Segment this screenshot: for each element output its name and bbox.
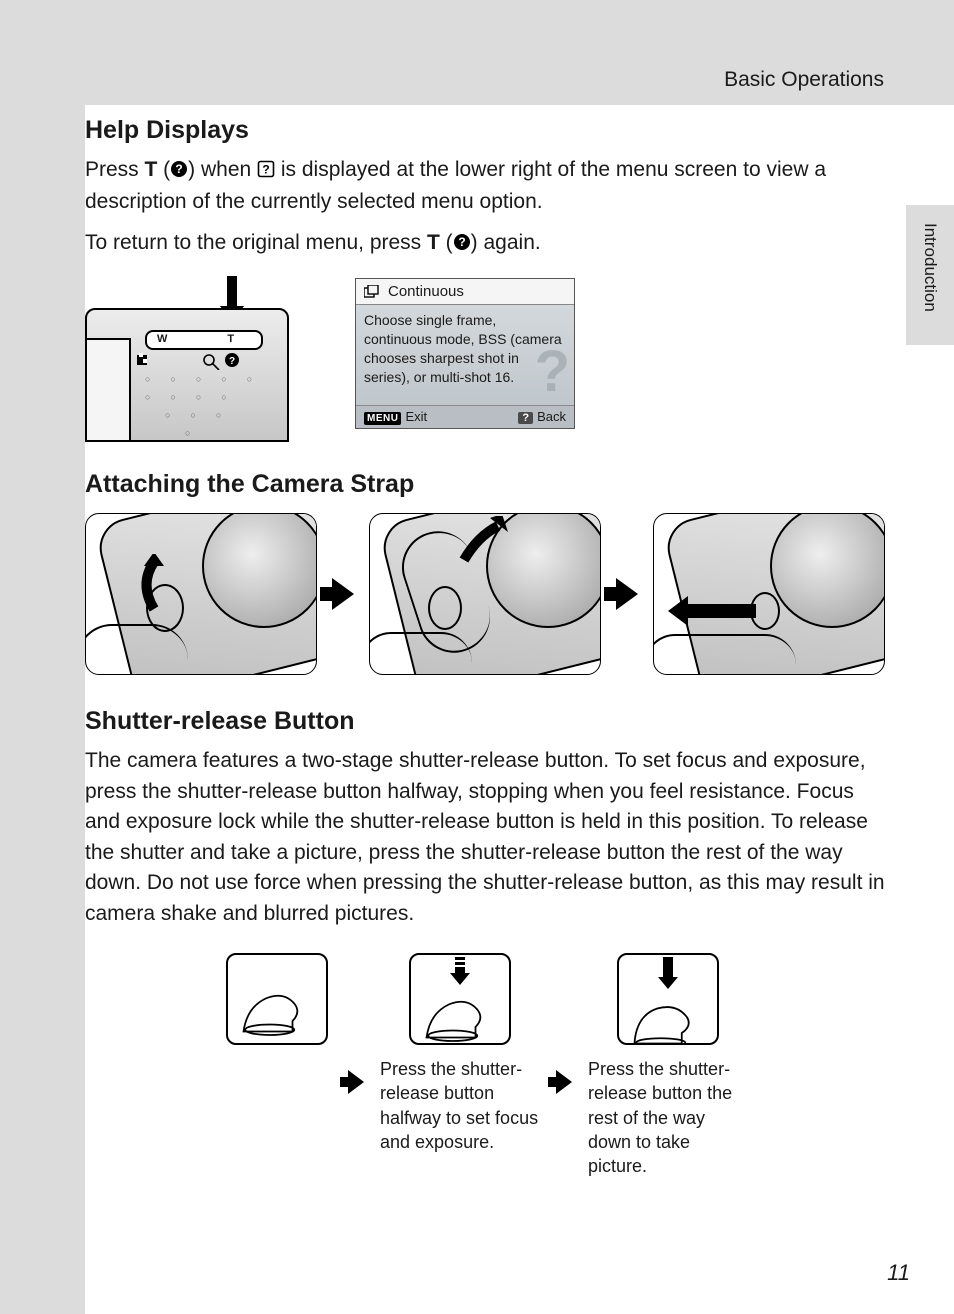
shutter-body: The camera features a two-stage shutter-… [85,746,885,929]
shutter-panel-1 [226,953,328,1045]
content: Help Displays Press T (?) when ? is disp… [85,116,885,1178]
shutter-heading: Shutter-release Button [85,707,885,736]
continuous-icon [364,285,382,299]
help-displays-para2: To return to the original menu, press T … [85,228,885,260]
svg-text:?: ? [458,235,465,249]
strap-illustration-row [85,513,885,675]
help-illustration-row: WT ? ○○○○○ ○○○○ ○○ [85,278,885,438]
curve-arrow-icon [134,554,174,614]
strap-panel-1 [85,513,317,675]
finger-icon [240,977,310,1037]
help-icon: ? [170,157,188,187]
help-popup: Continuous Choose single frame, continuo… [355,278,575,429]
shutter-panel-3 [617,953,719,1045]
strap-panel-3 [653,513,885,675]
right-arrow-icon [348,1070,364,1094]
strap-panel-2 [369,513,601,675]
header-section: Basic Operations [724,68,884,92]
shutter-caption-half: Press the shutter-release button halfway… [380,1057,540,1154]
side-tab-label: Introduction [920,223,940,312]
camera-top-illustration: WT ? ○○○○○ ○○○○ ○○ [85,278,285,438]
help-box-icon: ? [257,157,275,187]
curve-arrow-icon [458,516,508,566]
svg-text:?: ? [229,356,235,367]
watermark-q-icon: ? [535,333,570,411]
full-press-arrow-icon [655,957,681,991]
shutter-caption-full: Press the shutter-release button the res… [588,1057,748,1178]
help-popup-title-bar: Continuous [356,279,574,305]
shutter-panel-2 [409,953,511,1045]
zoom-icons: ? [137,352,257,370]
right-arrow-icon [616,578,638,610]
side-tab: Introduction [906,205,954,345]
page-number: 11 [887,1260,910,1286]
help-icon: ? [453,230,471,260]
finger-icon [631,989,701,1045]
pull-arrow-icon [666,592,766,632]
page: Introduction Basic Operations Help Displ… [0,0,954,1314]
strap-heading: Attaching the Camera Strap [85,470,885,499]
help-displays-para1: Press T (?) when ? is displayed at the l… [85,155,885,218]
finger-icon [423,983,493,1043]
left-margin-panel [0,0,85,1314]
svg-text:?: ? [176,162,183,176]
svg-text:?: ? [262,163,269,177]
help-displays-heading: Help Displays [85,116,885,145]
help-popup-body: Choose single frame, continuous mode, BS… [356,305,574,405]
right-arrow-icon [332,578,354,610]
right-arrow-icon [556,1070,572,1094]
shutter-illustration-row: Press the shutter-release button halfway… [85,953,885,1178]
